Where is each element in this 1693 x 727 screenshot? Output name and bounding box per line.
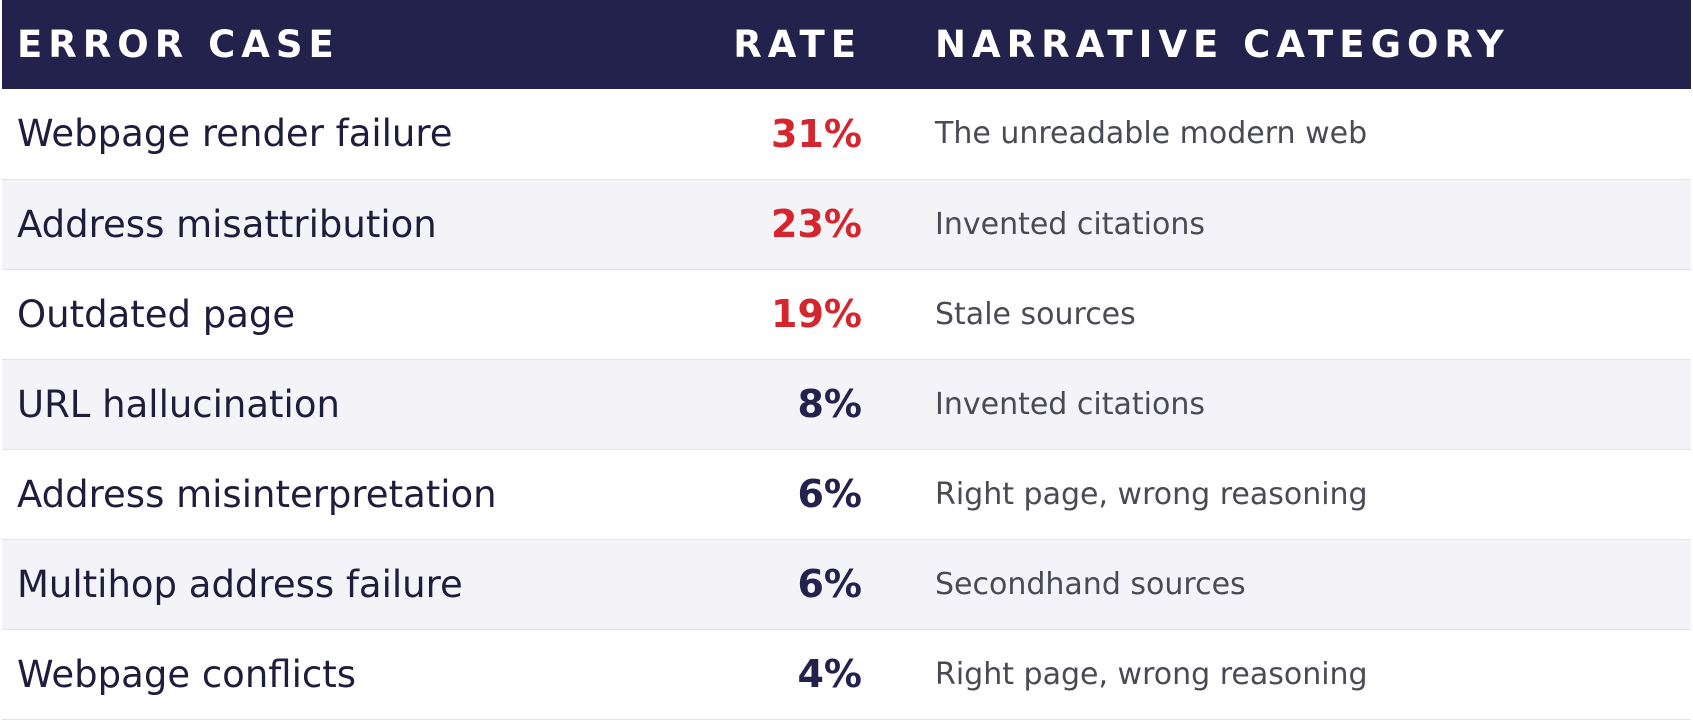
error-case: Address misattribution bbox=[17, 202, 437, 246]
narrative-category: Invented citations bbox=[935, 386, 1205, 422]
rate: 6% bbox=[797, 562, 862, 606]
narrative-category: Invented citations bbox=[935, 206, 1205, 242]
rate: 23% bbox=[771, 202, 862, 246]
header-cell: NARRATIVE CATEGORY bbox=[935, 23, 1510, 66]
error-case: Webpage conflicts bbox=[17, 652, 356, 696]
narrative-category: Secondhand sources bbox=[935, 566, 1246, 602]
table-row: Address misattribution 23% Invented citati… bbox=[2, 179, 1691, 269]
narrative-category: Stale sources bbox=[935, 296, 1136, 332]
header-row: ERROR CASE RATE NARRATIVE CATEGORY bbox=[2, 0, 1691, 89]
header-cell: ERROR CASE bbox=[17, 23, 340, 66]
error-case: Webpage render failure bbox=[17, 112, 453, 156]
table-row: Multihop address failure 6% Secondhand sou… bbox=[2, 539, 1691, 629]
table-row: Outdated page 19% Stale sources bbox=[2, 269, 1691, 359]
table-row: Webpage render failure 31% The unreadable … bbox=[2, 89, 1691, 179]
table-row: Webpage conflicts 4% Right page, wrong rea… bbox=[2, 629, 1691, 719]
header-cell: RATE bbox=[733, 23, 862, 66]
error-case: Outdated page bbox=[17, 292, 296, 336]
rate: 31% bbox=[771, 111, 862, 156]
error-case: Address misinterpretation bbox=[17, 472, 497, 516]
narrative-category: The unreadable modern web bbox=[935, 116, 1368, 152]
table-row: URL hallucination 8% Invented citations bbox=[2, 359, 1691, 449]
rate: 6% bbox=[797, 472, 862, 516]
error-case: Multihop address failure bbox=[17, 562, 463, 606]
table-header: ERROR CASE RATE NARRATIVE CATEGORY bbox=[2, 0, 1691, 89]
narrative-category: Right page, wrong reasoning bbox=[935, 656, 1368, 692]
error-case: URL hallucination bbox=[17, 382, 340, 426]
rate: 4% bbox=[797, 652, 862, 696]
narrative-category: Right page, wrong reasoning bbox=[935, 476, 1368, 512]
rate: 19% bbox=[771, 292, 862, 336]
table-row: Address misinterpretation 6% Right page, w… bbox=[2, 449, 1691, 539]
table-body: Webpage render failure 31% The unreadable … bbox=[2, 89, 1691, 719]
rate: 8% bbox=[797, 382, 862, 426]
